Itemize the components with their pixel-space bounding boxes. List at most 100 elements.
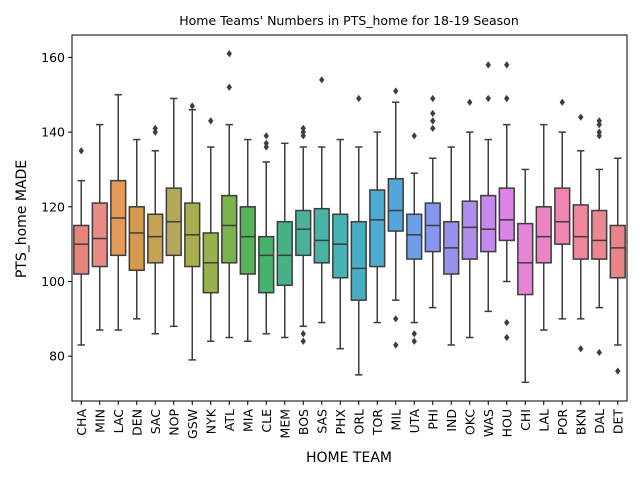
box-bos	[295, 124, 312, 345]
y-tick-label: 80	[49, 349, 65, 364]
box-lac	[110, 94, 127, 331]
box-was	[480, 61, 497, 313]
iqr-box	[73, 224, 90, 275]
x-tick-label: PHX	[333, 409, 348, 435]
iqr-box	[91, 202, 108, 268]
iqr-box	[480, 194, 497, 253]
x-tick-label: SAC	[148, 409, 163, 434]
outlier-point	[430, 109, 436, 118]
box-cle	[258, 132, 275, 335]
outlier-point	[578, 345, 584, 353]
iqr-box	[535, 206, 552, 264]
outlier-point	[615, 367, 621, 375]
x-tick-label: PHI	[425, 409, 440, 430]
outlier-point	[559, 98, 565, 106]
y-axis-title: PTS_home MADE	[14, 160, 30, 278]
plot-area	[73, 50, 626, 384]
x-tick-label: MIA	[240, 409, 255, 432]
box-mil	[387, 87, 404, 349]
outlier-point	[596, 121, 602, 129]
outlier-point	[578, 113, 584, 121]
box-okc	[461, 98, 478, 339]
x-tick-label: MEM	[277, 409, 292, 438]
outlier-point	[467, 98, 473, 106]
x-tick-label: CHA	[74, 409, 89, 436]
outlier-point	[300, 330, 306, 338]
box-tor	[369, 131, 386, 324]
iqr-box	[350, 220, 367, 301]
outlier-point	[263, 132, 269, 140]
iqr-box	[572, 204, 589, 260]
x-tick-label: WAS	[481, 409, 496, 437]
box-min	[91, 123, 108, 331]
outlier-point	[263, 143, 269, 151]
x-tick-label: GSW	[185, 409, 200, 439]
box-uta	[406, 132, 423, 345]
x-tick-label: NYK	[203, 408, 218, 434]
box-phi	[424, 94, 441, 309]
box-sas	[313, 76, 330, 324]
x-tick-label: LAL	[536, 409, 551, 432]
outlier-point	[485, 61, 491, 69]
outlier-point	[504, 94, 510, 103]
outlier-point	[596, 128, 602, 136]
iqr-box	[461, 200, 478, 260]
iqr-box	[332, 213, 349, 279]
box-lal	[535, 123, 552, 331]
x-tick-label: NOP	[166, 409, 181, 436]
iqr-box	[424, 202, 441, 253]
outlier-point	[504, 333, 510, 342]
outlier-point	[393, 315, 399, 323]
outlier-point	[504, 61, 510, 69]
x-tick-label: SAS	[314, 409, 329, 434]
outlier-point	[411, 337, 417, 345]
iqr-box	[387, 178, 404, 232]
box-phx	[332, 138, 349, 350]
x-tick-label: MIL	[388, 409, 403, 430]
iqr-box	[295, 209, 312, 257]
x-tick-label: IND	[444, 409, 459, 432]
box-bkn	[572, 113, 589, 353]
outlier-point	[596, 348, 602, 357]
box-orl	[350, 94, 367, 376]
x-axis: CHA MIN LAC DEN SAC NOP GSW NYK ATL MIA CLE MEM BOS S…	[74, 401, 625, 439]
box-den	[128, 138, 145, 320]
outlier-point	[226, 50, 232, 58]
box-sac	[147, 124, 164, 335]
iqr-box	[369, 189, 386, 268]
iqr-box	[313, 207, 330, 264]
x-tick-label: DET	[610, 409, 625, 435]
outlier-point	[263, 139, 269, 147]
outlier-point	[430, 117, 436, 125]
box-hou	[498, 61, 515, 342]
outlier-point	[504, 318, 510, 327]
box-atl	[221, 50, 238, 339]
y-tick-label: 120	[41, 199, 65, 214]
box-mia	[239, 138, 256, 342]
iqr-box	[221, 194, 238, 264]
x-tick-label: CHI	[518, 409, 533, 431]
box-mem	[276, 142, 293, 339]
x-tick-label: DEN	[129, 409, 144, 436]
outlier-point	[319, 76, 325, 84]
outlier-point	[226, 83, 232, 91]
iqr-box	[128, 206, 145, 272]
outlier-point	[152, 128, 158, 136]
y-tick-label: 100	[41, 274, 65, 289]
outlier-point	[411, 330, 417, 338]
outlier-point	[208, 117, 214, 125]
iqr-box	[276, 220, 293, 286]
box-nyk	[202, 117, 219, 342]
iqr-box	[147, 213, 164, 264]
x-tick-label: TOR	[370, 409, 385, 436]
x-tick-label: POR	[555, 409, 570, 435]
x-tick-label: BOS	[296, 409, 311, 435]
iqr-box	[258, 235, 275, 294]
box-por	[554, 98, 571, 320]
x-tick-label: HOU	[499, 409, 514, 437]
outlier-point	[152, 124, 158, 132]
iqr-box	[591, 209, 608, 260]
outlier-point	[189, 102, 195, 110]
iqr-box	[554, 187, 571, 245]
y-axis: 80 100 120 140 160	[41, 50, 72, 364]
